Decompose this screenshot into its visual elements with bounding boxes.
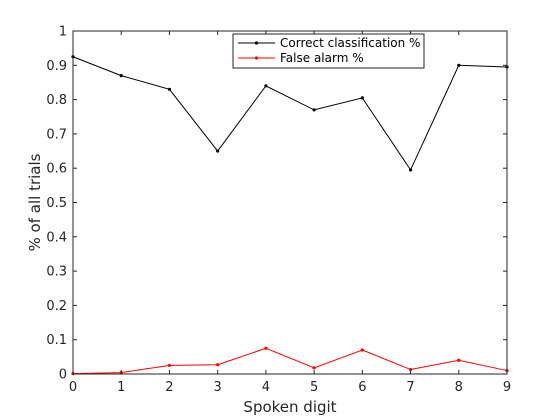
data-point	[216, 149, 220, 153]
data-point	[167, 363, 172, 368]
y-tick-label: 0.5	[46, 196, 67, 211]
x-tick-label: 8	[455, 380, 463, 395]
y-tick-label: 0.7	[46, 127, 67, 142]
y-tick-label: 1	[59, 25, 67, 40]
legend: Correct classification %False alarm %	[232, 33, 425, 69]
x-tick-label: 5	[310, 380, 318, 395]
data-point	[312, 366, 316, 370]
series-line	[72, 56, 508, 171]
legend-marker	[254, 41, 259, 45]
legend-label: False alarm %	[280, 51, 364, 65]
y-tick-label: 0.9	[46, 59, 67, 74]
plot-area	[73, 31, 507, 374]
data-point	[312, 108, 316, 112]
data-point	[216, 363, 220, 367]
y-tick-label: 0.1	[46, 333, 67, 348]
data-point	[408, 168, 413, 172]
y-tick-label: 0.8	[46, 93, 67, 108]
x-tick-label: 9	[503, 380, 511, 395]
data-point	[119, 73, 123, 78]
data-point	[457, 358, 461, 362]
data-point	[167, 87, 172, 91]
data-point	[264, 84, 268, 88]
ticks-layer: 0 1 2 3 4 5 6 7 8 9 0 0.1 0.2 0.3 0.4 0.5 0.6 0.7 0.8 0.9 1	[46, 25, 511, 396]
data-point	[360, 96, 364, 100]
y-tick-label: 0.2	[46, 299, 67, 314]
x-axis-title: Spoken digit	[243, 398, 336, 416]
x-tick-label: 6	[358, 380, 366, 395]
legend-label: Correct classification %	[280, 36, 420, 50]
y-tick-label: 0.6	[46, 162, 67, 177]
y-tick-label: 0.3	[46, 265, 67, 280]
data-point	[264, 346, 268, 350]
series-line	[72, 347, 508, 375]
x-tick-label: 3	[214, 380, 222, 395]
series-layer	[71, 55, 509, 376]
data-point	[457, 63, 461, 67]
data-point	[360, 348, 364, 352]
y-axis-title: % of all trials	[26, 153, 44, 251]
x-tick-label: 1	[117, 380, 125, 395]
legend-marker	[254, 56, 259, 60]
series-0	[71, 55, 509, 172]
x-tick-label: 7	[406, 380, 414, 395]
x-tick-label: 2	[165, 380, 173, 395]
y-tick-label: 0	[59, 368, 67, 383]
data-point	[408, 367, 413, 372]
legend-box	[232, 33, 425, 69]
x-tick-label: 4	[262, 380, 270, 395]
y-tick-label: 0.4	[46, 230, 67, 245]
x-tick-label: 0	[69, 380, 77, 395]
